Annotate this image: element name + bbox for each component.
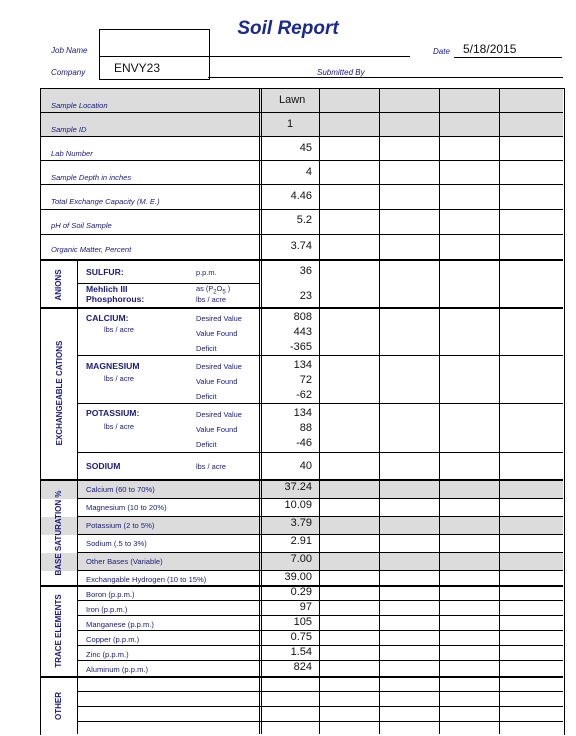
magnesium-found-label: Value Found — [196, 377, 238, 386]
date-label: Date — [433, 47, 450, 56]
sample-depth-label: Sample Depth in inches — [51, 173, 132, 182]
calcium-found-value[interactable]: 443 — [293, 326, 312, 338]
calcium-desired-value[interactable]: 808 — [293, 311, 312, 323]
trace-boron-value[interactable]: 0.29 — [290, 586, 312, 598]
company-value[interactable]: ENVY23 — [114, 61, 161, 75]
trace-copper-value[interactable]: 0.75 — [290, 631, 312, 643]
cations-section-label: EXCHANGEABLE CATIONS — [55, 340, 64, 446]
trace-manganese-value[interactable]: 105 — [293, 616, 312, 628]
potassium-desired-label: Desired Value — [196, 410, 242, 419]
phos-value[interactable]: 23 — [299, 290, 312, 302]
bs-other-bases-label: Other Bases (Variable) — [86, 557, 163, 566]
sodium-unit: lbs / acre — [196, 462, 226, 471]
trace-iron-value[interactable]: 97 — [299, 601, 312, 613]
calcium-deficit-label: Deficit — [196, 344, 217, 353]
ph-label: pH of Soil Sample — [51, 221, 112, 230]
bs-calcium-label: Calcium (60 to 70%) — [86, 485, 155, 494]
bs-magnesium-value[interactable]: 10.09 — [284, 499, 312, 511]
trace-aluminum-label: Aluminum (p.p.m.) — [86, 665, 149, 674]
bs-sodium-label: Sodium (.5 to 3%) — [86, 539, 147, 548]
bs-potassium-value[interactable]: 3.79 — [290, 517, 312, 529]
sulfur-unit: p.p.m. — [196, 268, 217, 277]
trace-copper-label: Copper (p.p.m.) — [86, 635, 140, 644]
trace-boron-label: Boron (p.p.m.) — [86, 590, 135, 599]
trace-aluminum-value[interactable]: 824 — [293, 661, 312, 673]
page-title: Soil Report — [237, 18, 339, 39]
tec-label: Total Exchange Capacity (M. E.) — [51, 197, 160, 206]
potassium-unit: lbs / acre — [104, 422, 134, 431]
anions-section-label: ANIONS — [54, 269, 63, 301]
company-label: Company — [51, 68, 86, 77]
sodium-value[interactable]: 40 — [299, 460, 312, 472]
phos-label-1: Mehlich III — [86, 284, 128, 294]
bs-hydrogen-label: Exchangable Hydrogen (10 to 15%) — [86, 575, 207, 584]
sample-depth-value[interactable]: 4 — [305, 166, 312, 178]
ph-value[interactable]: 5.2 — [296, 214, 312, 226]
lab-number-label: Lab Number — [51, 149, 93, 158]
potassium-deficit-value[interactable]: -46 — [296, 437, 312, 449]
magnesium-desired-label: Desired Value — [196, 362, 242, 371]
organic-matter-value[interactable]: 3.74 — [290, 240, 312, 252]
trace-manganese-label: Manganese (p.p.m.) — [86, 620, 154, 629]
bs-hydrogen-value[interactable]: 39.00 — [284, 571, 312, 583]
calcium-found-label: Value Found — [196, 329, 238, 338]
magnesium-found-value[interactable]: 72 — [299, 374, 312, 386]
sample-location-label: Sample Location — [51, 101, 108, 110]
magnesium-deficit-label: Deficit — [196, 392, 217, 401]
trace-iron-label: Iron (p.p.m.) — [86, 605, 128, 614]
bs-magnesium-label: Magnesium (10 to 20%) — [86, 503, 167, 512]
bs-sodium-value[interactable]: 2.91 — [290, 535, 312, 547]
base-saturation-section-label: BASE SATURATION % — [54, 490, 63, 576]
trace-elements-section-label: TRACE ELEMENTS — [54, 594, 63, 668]
magnesium-deficit-value[interactable]: -62 — [296, 389, 312, 401]
calcium-unit: lbs / acre — [104, 325, 134, 334]
sample-location-value[interactable]: Lawn — [279, 94, 306, 106]
sulfur-label: SULFUR: — [86, 267, 124, 277]
potassium-found-label: Value Found — [196, 425, 238, 434]
sodium-label: SODIUM — [86, 461, 121, 471]
sulfur-value[interactable]: 36 — [299, 265, 312, 277]
tec-value[interactable]: 4.46 — [290, 190, 312, 202]
potassium-desired-value[interactable]: 134 — [293, 407, 312, 419]
bs-other-bases-value[interactable]: 7.00 — [290, 553, 312, 565]
bs-calcium-value[interactable]: 37.24 — [284, 481, 312, 493]
sample-id-value[interactable]: 1 — [287, 118, 294, 130]
magnesium-unit: lbs / acre — [104, 374, 134, 383]
phos-unit-2: lbs / acre — [196, 295, 226, 304]
potassium-label: POTASSIUM: — [86, 408, 140, 418]
magnesium-desired-value[interactable]: 134 — [293, 359, 312, 371]
sample-id-label: Sample ID — [51, 125, 87, 134]
job-name-box[interactable] — [99, 29, 210, 80]
phos-label-2: Phosphorous: — [86, 294, 145, 304]
job-name-label: Job Name — [51, 46, 88, 55]
potassium-deficit-label: Deficit — [196, 440, 217, 449]
trace-zinc-label: Zinc (p.p.m.) — [86, 650, 129, 659]
submitted-by-label: Submitted By — [317, 68, 365, 77]
calcium-desired-label: Desired Value — [196, 314, 242, 323]
calcium-label: CALCIUM: — [86, 313, 129, 323]
trace-zinc-value[interactable]: 1.54 — [290, 646, 312, 658]
potassium-found-value[interactable]: 88 — [299, 422, 312, 434]
bs-potassium-label: Potassium (2 to 5%) — [86, 521, 155, 530]
calcium-deficit-value[interactable]: -365 — [289, 341, 312, 353]
phos-unit-1: as (P2O5 ) — [196, 284, 231, 296]
organic-matter-label: Organic Matter, Percent — [51, 245, 132, 254]
report-table — [40, 88, 565, 735]
other-section-label: OTHER — [54, 692, 63, 720]
lab-number-value[interactable]: 45 — [299, 142, 312, 154]
date-value[interactable]: 5/18/2015 — [463, 42, 517, 56]
magnesium-label: MAGNESIUM — [86, 361, 140, 371]
